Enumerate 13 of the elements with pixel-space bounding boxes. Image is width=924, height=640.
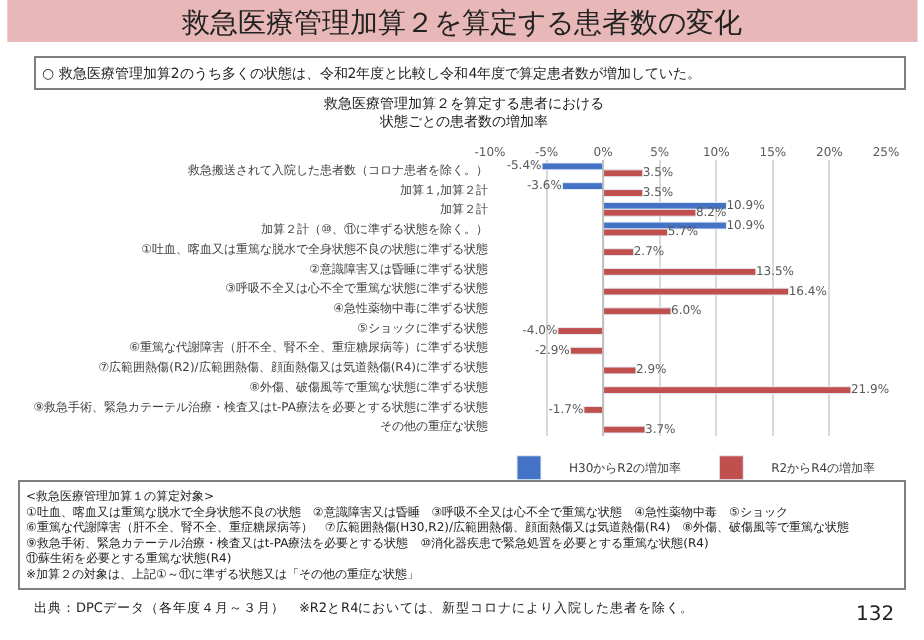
bar: [583, 405, 604, 414]
bar: [602, 307, 672, 316]
bar: [569, 346, 604, 355]
bar: [602, 221, 727, 230]
bar: [602, 386, 852, 395]
bar: [602, 248, 635, 257]
bar: [602, 366, 637, 375]
bar: [602, 425, 646, 434]
chart-title: 救急医療管理加算２を算定する患者数の変化: [180, 7, 742, 40]
bar: [602, 287, 790, 296]
bar: [602, 267, 757, 276]
text: 132: [856, 604, 895, 626]
bar: [557, 327, 604, 335]
